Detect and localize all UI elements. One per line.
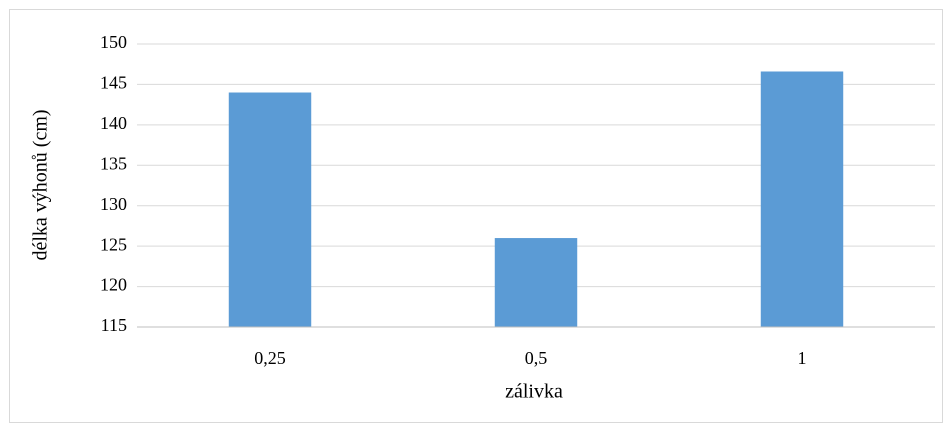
bar	[760, 71, 844, 328]
y-tick-label: 130	[100, 194, 127, 214]
x-axis-title: zálivka	[505, 381, 563, 403]
x-tick-label: 1	[798, 348, 807, 368]
bar	[494, 238, 578, 327]
x-tick-label: 0,5	[525, 348, 548, 368]
y-axis-title: délka výhonů (cm)	[30, 109, 52, 260]
bar	[228, 92, 312, 327]
y-tick-label: 140	[100, 113, 127, 133]
x-tick-label: 0,25	[254, 348, 286, 368]
y-tick-label: 115	[101, 315, 127, 335]
y-tick-label: 125	[100, 234, 127, 254]
y-tick-label: 135	[100, 153, 127, 173]
y-tick-label: 145	[100, 73, 127, 93]
y-tick-label: 150	[100, 32, 127, 52]
y-tick-label: 120	[100, 275, 127, 295]
